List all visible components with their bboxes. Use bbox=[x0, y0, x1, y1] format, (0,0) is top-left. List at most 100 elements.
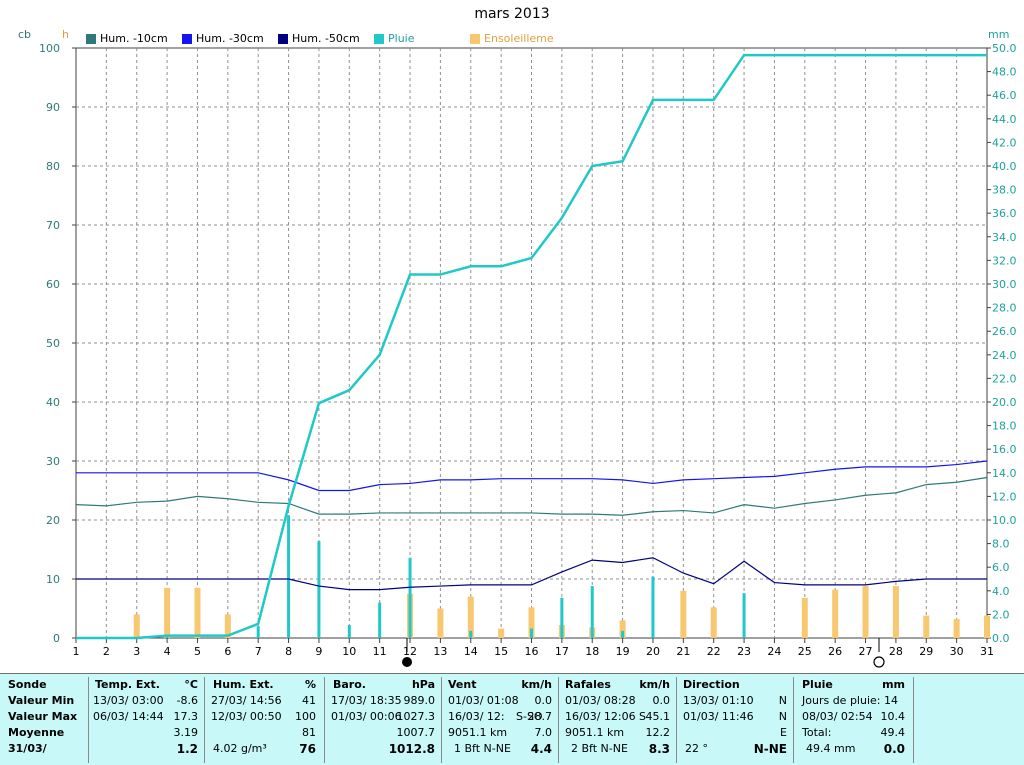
x-axis-tick-label: 14 bbox=[464, 645, 478, 658]
right-axis-tick-label: 18.0 bbox=[992, 420, 1017, 433]
temp-cur-val: 1.2 bbox=[176, 742, 198, 756]
rain-daily-bar bbox=[590, 586, 594, 638]
x-axis-tick-label: 9 bbox=[315, 645, 322, 658]
left-axis-tick-label: 70 bbox=[46, 219, 60, 232]
x-axis-tick-label: 13 bbox=[433, 645, 447, 658]
humidity-line bbox=[76, 460, 988, 492]
header-sonde: Sonde bbox=[8, 678, 47, 691]
header-hum: Hum. Ext. bbox=[213, 678, 274, 691]
x-axis-tick-label: 1 bbox=[73, 645, 80, 658]
temp-min-val: -8.6 bbox=[176, 694, 198, 707]
hum-max-val: 100 bbox=[295, 710, 316, 723]
dir-avg-val: E bbox=[780, 726, 787, 739]
pluie-days: Jours de pluie: 14 bbox=[802, 694, 898, 707]
right-axis-tick-label: 16.0 bbox=[992, 443, 1017, 456]
x-axis-tick-label: 29 bbox=[919, 645, 933, 658]
baro-avg-val: 1007.7 bbox=[396, 726, 436, 739]
rain-daily-bar bbox=[408, 557, 412, 638]
humidity-line bbox=[75, 476, 988, 516]
right-axis-tick-label: 24.0 bbox=[992, 349, 1017, 362]
right-axis-tick-label: 34.0 bbox=[992, 231, 1017, 244]
chart-title: mars 2013 bbox=[474, 6, 550, 22]
rain-daily-bar bbox=[378, 602, 382, 638]
legend-swatch bbox=[86, 33, 96, 44]
sunshine-bar bbox=[437, 608, 444, 638]
sunshine-bar bbox=[164, 587, 171, 638]
x-axis-tick-label: 17 bbox=[555, 645, 569, 658]
sunshine-bar bbox=[953, 619, 960, 638]
legend-label: Ensoleilleme bbox=[484, 32, 554, 45]
stats-col-vent: Vent km/h 01/03/ 01:08 0.0 16/03/ 12: S-SO 2… bbox=[442, 677, 559, 763]
header-baro: Baro. bbox=[333, 678, 366, 691]
pluie-total-label: Total: bbox=[802, 726, 832, 739]
unit-temp: °C bbox=[184, 678, 198, 691]
header-pluie: Pluie bbox=[802, 678, 833, 691]
rafales-avg-val: 12.2 bbox=[645, 726, 671, 739]
sunshine-bar bbox=[467, 596, 474, 638]
legend-swatch bbox=[278, 33, 288, 44]
right-axis-tick-label: 38.0 bbox=[992, 184, 1017, 197]
rafales-bft: 2 Bft N-NE bbox=[571, 742, 628, 755]
vent-min-val: 0.0 bbox=[534, 694, 553, 707]
row-label-min: Valeur Min bbox=[8, 694, 75, 707]
stats-col-hum: Hum. Ext.% 27/03/ 14:56 41 12/03/ 00:50 10… bbox=[205, 677, 325, 763]
header-vent: Vent bbox=[448, 678, 477, 691]
sunshine-bar bbox=[680, 590, 687, 638]
sunshine-bar bbox=[923, 615, 930, 638]
sunshine-bar bbox=[984, 615, 990, 638]
x-axis-tick-label: 30 bbox=[950, 645, 964, 658]
rain-daily-bar bbox=[651, 576, 655, 638]
x-axis-tick-label: 22 bbox=[707, 645, 721, 658]
right-axis-tick-label: 28.0 bbox=[992, 302, 1017, 315]
rain-cumulative-line bbox=[76, 53, 987, 640]
row-label-avg: Moyenne bbox=[8, 726, 65, 739]
unit-vent: km/h bbox=[521, 678, 552, 691]
rafales-min-val: 0.0 bbox=[652, 694, 671, 707]
legend-item-pluie: Pluie bbox=[374, 32, 415, 45]
vent-avg-val: 7.0 bbox=[534, 726, 553, 739]
rain-daily-bar bbox=[317, 541, 321, 638]
humidity-line bbox=[76, 557, 987, 591]
rafales-cur-val: 8.3 bbox=[648, 742, 670, 756]
temp-avg-val: 3.19 bbox=[173, 726, 199, 739]
legend-label: Hum. -30cm bbox=[196, 32, 264, 45]
legend: Hum. -10cm Hum. -30cm Hum. -50cm Pluie E… bbox=[86, 32, 606, 46]
hum-avg-val: 81 bbox=[302, 726, 316, 739]
row-label-max: Valeur Max bbox=[8, 710, 78, 723]
rafales-max-ts: 16/03/ 12:06 bbox=[565, 710, 636, 723]
dir-max-ts: 01/03/ 11:46 bbox=[683, 710, 754, 723]
dir-max-val: N bbox=[778, 710, 787, 723]
x-axis-tick-label: 11 bbox=[373, 645, 387, 658]
right-axis-tick-label: 32.0 bbox=[992, 254, 1017, 267]
left-axis-unit-h: h bbox=[62, 28, 69, 41]
sunshine-bar bbox=[862, 586, 869, 638]
right-axis-tick-label: 30.0 bbox=[992, 278, 1017, 291]
rain-daily-bar bbox=[530, 628, 533, 638]
right-axis-tick-label: 10.0 bbox=[992, 514, 1017, 527]
x-axis-tick-label: 28 bbox=[889, 645, 903, 658]
rain-daily-bar bbox=[256, 626, 260, 638]
chart-plot: 0 10 20 30 40 50 60 70 80 90 100 0.0 2.0 4.0 6.0 8.0 10.… bbox=[39, 42, 1017, 668]
temp-max-ts: 06/03/ 14:44 bbox=[93, 710, 164, 723]
legend-item-sun: Ensoleilleme bbox=[470, 32, 554, 45]
legend-item-hum-30: Hum. -30cm bbox=[182, 32, 264, 45]
baro-max-ts: 01/03/ 00:06 bbox=[331, 710, 402, 723]
x-axis-tick-label: 15 bbox=[494, 645, 508, 658]
left-axis-tick-label: 0 bbox=[53, 632, 60, 645]
right-axis-tick-label: 6.0 bbox=[992, 561, 1010, 574]
header-rafales: Rafales bbox=[565, 678, 611, 691]
left-axis-tick-label: 50 bbox=[46, 337, 60, 350]
dir-min-val: N bbox=[778, 694, 787, 707]
legend-item-hum-50: Hum. -50cm bbox=[278, 32, 360, 45]
sunshine-bar bbox=[133, 614, 140, 638]
left-axis-unit-cb: cb bbox=[18, 28, 32, 41]
legend-swatch bbox=[374, 33, 384, 44]
left-axis-tick-label: 60 bbox=[46, 278, 60, 291]
legend-label: Hum. -50cm bbox=[292, 32, 360, 45]
x-axis-tick-label: 3 bbox=[133, 645, 140, 658]
pluie-month-total: 49.4 mm bbox=[806, 742, 856, 755]
stats-col-pluie: Pluie mm Jours de pluie: 14 08/03/ 02:54 1… bbox=[794, 677, 914, 763]
rain-daily-bar bbox=[742, 593, 746, 638]
left-axis-tick-label: 30 bbox=[46, 455, 60, 468]
sunshine-bar bbox=[710, 607, 717, 638]
